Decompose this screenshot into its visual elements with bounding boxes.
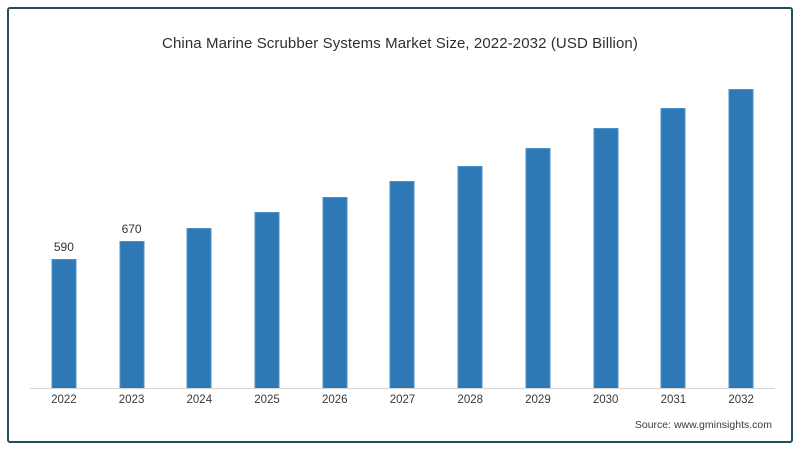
bar-rect <box>389 181 415 389</box>
bar-2022: 590 <box>30 75 98 389</box>
bar-2026 <box>301 75 369 389</box>
x-axis-line <box>30 388 775 389</box>
bar-2032 <box>707 75 775 389</box>
bar-2029 <box>504 75 572 389</box>
source-attribution: Source: www.gminsights.com <box>634 419 772 431</box>
bar-2023: 670 <box>98 75 166 389</box>
bar-rect <box>525 147 551 389</box>
x-tick-2023: 2023 <box>118 394 145 406</box>
bar-rect <box>254 212 280 389</box>
bar-value-label: 590 <box>53 239 74 254</box>
x-tick-2029: 2029 <box>525 394 551 406</box>
bar-rect <box>593 128 619 389</box>
bar-rect <box>186 227 212 389</box>
chart-title: China Marine Scrubber Systems Market Siz… <box>162 35 638 52</box>
x-tick-2022: 2022 <box>51 394 77 406</box>
bar-value-label: 670 <box>121 221 142 236</box>
bar-rect <box>119 240 145 389</box>
bar-2028 <box>436 75 504 389</box>
bar-rect <box>322 196 348 389</box>
x-tick-2031: 2031 <box>660 394 687 406</box>
bar-rect <box>660 108 686 389</box>
x-axis-tick-labels: 2022 2023 2024 2025 2026 2027 2028 2029 2030 2031… <box>30 394 775 412</box>
bar-2027 <box>369 75 437 389</box>
x-tick-2028: 2028 <box>457 394 484 406</box>
x-tick-2026: 2026 <box>321 394 348 406</box>
x-tick-2025: 2025 <box>254 394 280 406</box>
bar-2024 <box>165 75 233 389</box>
x-tick-2032: 2032 <box>728 394 754 406</box>
bar-series: 590 670 <box>30 75 775 389</box>
bar-rect <box>457 165 483 389</box>
x-tick-2030: 2030 <box>592 394 619 406</box>
x-tick-2027: 2027 <box>389 394 416 406</box>
bar-rect <box>51 258 77 389</box>
bar-2025 <box>233 75 301 389</box>
bar-2031 <box>640 75 708 389</box>
bar-rect <box>728 89 754 389</box>
plot-area: 590 670 <box>30 75 775 389</box>
x-tick-2024: 2024 <box>186 394 213 406</box>
bar-2030 <box>572 75 640 389</box>
